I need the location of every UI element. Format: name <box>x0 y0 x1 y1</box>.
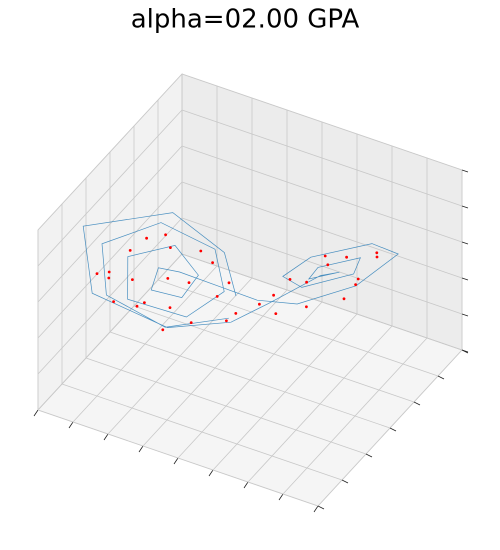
tick-mark <box>138 445 144 453</box>
point <box>143 301 146 304</box>
tick-mark <box>243 481 249 489</box>
point <box>166 277 170 280</box>
grid-line <box>133 305 415 403</box>
point <box>375 251 379 255</box>
grid-line <box>109 331 391 429</box>
point <box>326 263 330 267</box>
tick-mark <box>389 427 397 432</box>
grid-line <box>37 217 183 375</box>
grid-line <box>181 181 463 279</box>
tick-mark <box>278 493 284 501</box>
grid-line <box>181 73 463 171</box>
tick-mark <box>365 453 373 458</box>
point <box>187 281 191 284</box>
point <box>354 283 357 286</box>
tick-mark <box>461 313 469 317</box>
point <box>135 304 139 308</box>
tick-mark <box>437 375 445 380</box>
tick-mark <box>208 469 214 477</box>
point <box>234 312 238 315</box>
point <box>274 312 278 315</box>
grid-line <box>181 145 463 243</box>
point <box>356 277 360 281</box>
point <box>211 261 215 264</box>
point <box>258 302 261 306</box>
grid-line <box>37 181 183 339</box>
point <box>305 305 308 309</box>
tick-mark <box>461 169 469 173</box>
point <box>225 319 228 323</box>
point <box>107 270 111 274</box>
tick-mark <box>68 421 74 429</box>
tick-mark <box>173 457 179 465</box>
grid-line <box>181 253 463 351</box>
grid-line <box>181 217 463 315</box>
tick-mark <box>413 401 421 406</box>
grid-line <box>37 73 183 231</box>
tick-mark <box>461 349 469 353</box>
tick-mark <box>461 277 469 281</box>
point <box>161 328 165 332</box>
point <box>199 249 203 253</box>
grid-line <box>37 145 183 303</box>
chart-title: alpha=02.00 GPA <box>131 5 360 35</box>
grid-line <box>61 383 343 481</box>
point <box>168 306 172 309</box>
point <box>272 293 275 297</box>
point <box>131 278 134 281</box>
tick-mark <box>33 409 39 417</box>
grid-line <box>181 109 463 207</box>
point <box>164 233 168 237</box>
point <box>227 281 231 285</box>
grid-line <box>37 409 319 507</box>
tick-mark <box>313 505 319 513</box>
point <box>169 246 172 250</box>
grid-line <box>85 357 367 455</box>
point <box>189 321 193 324</box>
tick-mark <box>317 505 325 510</box>
tick-mark <box>341 479 349 484</box>
point <box>107 276 111 280</box>
point <box>375 255 379 259</box>
grid-line <box>157 279 439 377</box>
point <box>215 295 219 298</box>
point <box>145 236 149 240</box>
point <box>345 255 348 259</box>
tick-mark <box>103 433 109 441</box>
grid-line <box>37 109 183 267</box>
point <box>112 300 115 303</box>
point <box>323 254 327 258</box>
point <box>95 272 99 275</box>
point <box>305 280 308 284</box>
point <box>128 249 132 252</box>
tick-mark <box>461 205 469 209</box>
grid-line <box>37 253 183 411</box>
point <box>288 278 292 281</box>
point <box>342 297 346 301</box>
tick-mark <box>461 241 469 245</box>
